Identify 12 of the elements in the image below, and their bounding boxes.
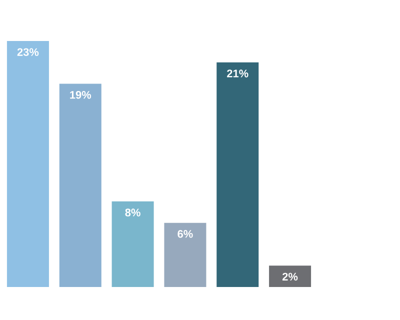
data-label: 23%: [17, 48, 39, 56]
data-label: 8%: [125, 208, 140, 216]
bar: [216, 62, 259, 287]
bar: [59, 84, 102, 287]
data-label: 6%: [178, 230, 193, 238]
data-label: 2%: [282, 272, 298, 281]
data-label: 19%: [70, 90, 92, 99]
bar: [6, 41, 49, 287]
bar: [164, 222, 206, 287]
data-label: 21%: [227, 70, 248, 78]
bar: [269, 266, 312, 287]
bar: [112, 201, 154, 287]
